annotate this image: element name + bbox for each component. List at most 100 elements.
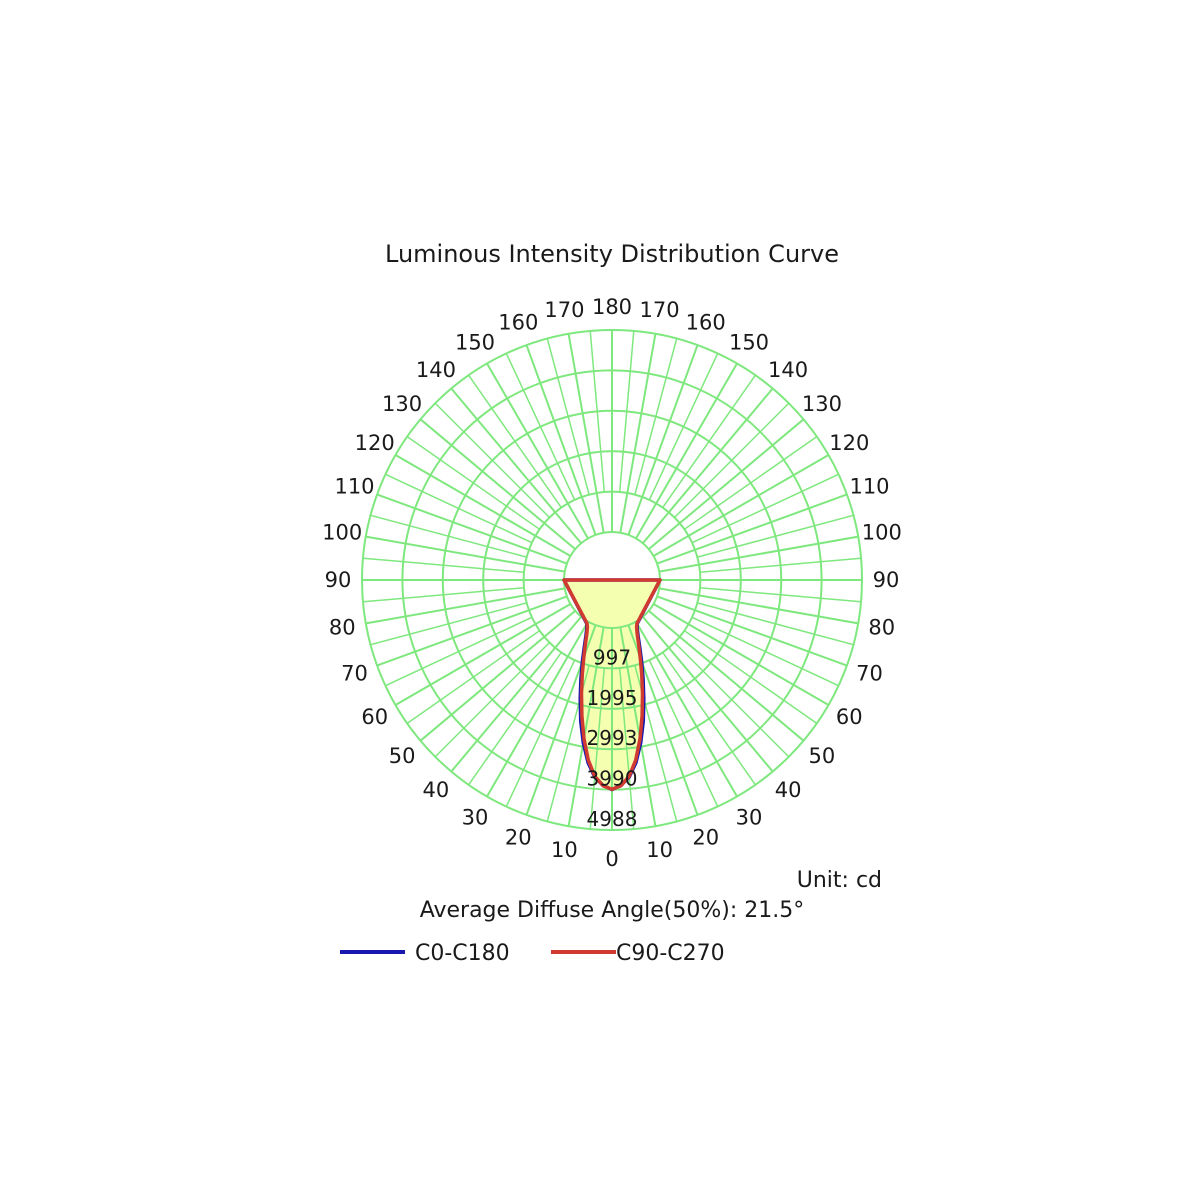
grid-spoke-minor — [634, 338, 678, 495]
angle-label-40: 40 — [775, 778, 802, 802]
grid-spoke-minor — [546, 338, 590, 495]
grid-spoke-minor — [362, 586, 525, 603]
angle-label-80: 80 — [868, 616, 895, 640]
grid-spoke — [648, 418, 805, 550]
angle-label-20: 20 — [505, 826, 532, 850]
angle-label-0: 0 — [605, 847, 618, 871]
grid-spoke — [642, 616, 774, 773]
grid-spoke-minor — [618, 667, 635, 830]
angle-label-90: 90 — [325, 568, 352, 592]
angle-label-10: 10 — [551, 838, 578, 862]
grid-spoke — [627, 344, 699, 536]
grid-spoke-minor — [385, 473, 533, 544]
grid-spoke-minor — [434, 641, 551, 758]
angle-label-50: 50 — [809, 744, 836, 768]
grid-spoke-minor — [662, 651, 757, 786]
grid-spoke — [365, 535, 565, 573]
angle-label-120: 120 — [829, 431, 869, 455]
angle-label-160: 160 — [498, 311, 538, 335]
grid-spoke-minor — [618, 330, 635, 493]
grid-spoke — [419, 610, 576, 742]
angle-label-50: 50 — [389, 744, 416, 768]
grid-spoke-minor — [648, 659, 719, 807]
grid-spoke-minor — [691, 473, 839, 544]
angle-label-110: 110 — [849, 474, 889, 498]
angle-label-170: 170 — [640, 298, 680, 322]
grid-spoke-minor — [697, 602, 854, 646]
grid-spoke — [648, 610, 805, 742]
grid-spoke-minor — [589, 667, 606, 830]
grid-spoke-minor — [505, 659, 576, 807]
grid-spoke — [653, 603, 830, 706]
ring-label-3990: 3990 — [587, 767, 638, 791]
grid-spoke-minor — [467, 651, 562, 786]
grid-spoke — [567, 627, 605, 827]
legend-label-c90-c270: C90-C270 — [616, 941, 725, 966]
diffuse-angle-label: Average Diffuse Angle(50%): 21.5° — [420, 898, 805, 923]
grid-spoke — [656, 595, 848, 667]
angle-label-150: 150 — [455, 331, 495, 355]
angle-label-40: 40 — [423, 778, 450, 802]
grid-spoke-minor — [385, 616, 533, 687]
grid-spoke-minor — [434, 402, 551, 519]
grid-spoke — [567, 333, 605, 533]
angle-label-80: 80 — [329, 616, 356, 640]
grid-spoke — [659, 587, 859, 625]
grid-spoke-minor — [683, 435, 818, 530]
grid-spoke — [656, 493, 848, 565]
grid-spoke-minor — [406, 435, 541, 530]
grid-spoke-minor — [673, 641, 790, 758]
grid-spoke-minor — [691, 616, 839, 687]
angle-label-130: 130 — [802, 392, 842, 416]
grid-spoke — [376, 595, 568, 667]
grid-spoke — [376, 493, 568, 565]
grid-spoke — [450, 616, 582, 773]
grid-spoke — [525, 344, 597, 536]
angle-label-70: 70 — [341, 662, 368, 686]
angle-label-100: 100 — [322, 520, 362, 544]
grid-spoke-minor — [370, 602, 527, 646]
grid-spoke-minor — [406, 630, 541, 725]
grid-spoke — [635, 362, 738, 539]
angle-label-140: 140 — [416, 358, 456, 382]
grid-spoke — [419, 418, 576, 550]
angle-label-10: 10 — [646, 838, 673, 862]
grid-spoke-minor — [370, 514, 527, 558]
angle-label-150: 150 — [729, 331, 769, 355]
grid-spoke-minor — [673, 402, 790, 519]
angle-label-180: 180 — [592, 295, 632, 319]
grid-spoke — [659, 535, 859, 573]
angle-label-160: 160 — [686, 311, 726, 335]
angle-label-140: 140 — [768, 358, 808, 382]
angle-label-20: 20 — [692, 826, 719, 850]
chart-title: Luminous Intensity Distribution Curve — [385, 240, 839, 268]
series-curve-c90-c270 — [562, 578, 662, 791]
grid-spoke — [450, 387, 582, 544]
grid-spoke — [394, 603, 571, 706]
legend: C0-C180 C90-C270 — [340, 941, 725, 966]
angle-label-60: 60 — [361, 705, 388, 729]
series-layer — [562, 578, 662, 792]
angle-label-90: 90 — [873, 568, 900, 592]
angle-label-110: 110 — [334, 474, 374, 498]
ring-value-labels: 997 1995 2993 3990 4988 — [587, 645, 638, 831]
ring-label-2993: 2993 — [587, 726, 638, 750]
grid-spoke-minor — [699, 586, 862, 603]
ring-label-1995: 1995 — [587, 686, 638, 710]
ring-label-997: 997 — [593, 645, 631, 669]
grid-spoke — [486, 621, 589, 798]
angle-label-120: 120 — [355, 431, 395, 455]
grid-spoke-minor — [505, 353, 576, 501]
ring-label-4988: 4988 — [587, 807, 638, 831]
grid-spoke-minor — [589, 330, 606, 493]
angle-label-100: 100 — [862, 520, 902, 544]
legend-label-c0-c180: C0-C180 — [415, 941, 510, 966]
grid-spoke — [365, 587, 565, 625]
angle-label-30: 30 — [462, 805, 489, 829]
angle-label-60: 60 — [836, 705, 863, 729]
grid-spoke-minor — [697, 514, 854, 558]
grid-spoke — [486, 362, 589, 539]
angle-label-130: 130 — [382, 392, 422, 416]
grid-spoke-minor — [683, 630, 818, 725]
